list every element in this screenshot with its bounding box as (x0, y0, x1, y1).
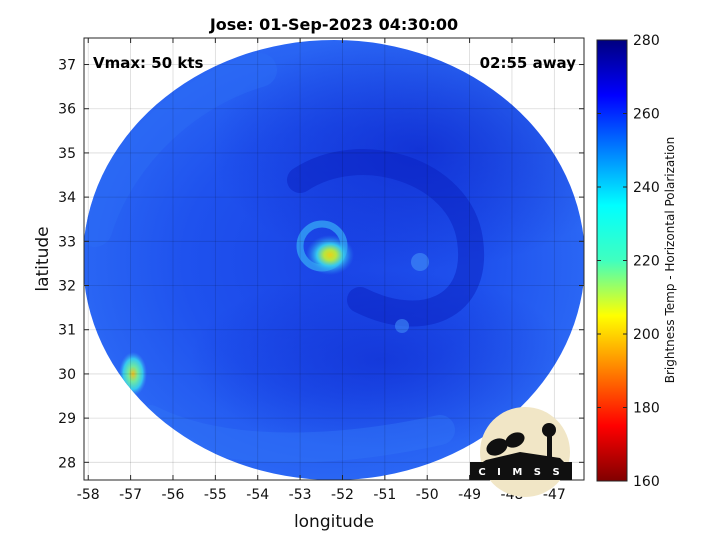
small-feature-2 (395, 319, 409, 333)
colorbar-gradient (596, 39, 628, 482)
y-tick-label: 37 (58, 58, 76, 74)
y-tick-label: 32 (58, 279, 76, 295)
spiral-band-south (190, 270, 570, 450)
vmax-annotation: Vmax: 50 kts (93, 54, 203, 72)
logo-tower (547, 436, 552, 460)
colorbar-tick-label: 220 (633, 254, 660, 270)
y-tick-label: 35 (58, 146, 76, 162)
x-tick-label: -51 (373, 487, 396, 503)
colorbar-tick-label: 200 (633, 327, 660, 343)
colorbar-tick-label: 260 (633, 107, 660, 123)
axes-frame (83, 37, 585, 481)
x-tick-label: -50 (416, 487, 439, 503)
y-tick-label: 28 (58, 455, 76, 471)
small-feature-1 (411, 253, 429, 271)
cimss-logo: C I M S S (470, 407, 572, 497)
colorbar-tick-label: 280 (633, 33, 660, 49)
y-axis: 28 29 30 31 32 33 34 35 36 37 (58, 58, 584, 471)
y-axis-label: latitude (33, 226, 53, 291)
x-tick-label: -47 (543, 487, 566, 503)
x-tick-label: -55 (204, 487, 227, 503)
y-tick-label: 34 (58, 190, 76, 206)
y-tick-label: 31 (58, 323, 76, 339)
spiral-arm-light (135, 405, 455, 463)
colorbar-tick-label: 180 (633, 401, 660, 417)
y-tick-label: 36 (58, 102, 76, 118)
logo-banner (470, 462, 572, 480)
y-tick-label: 33 (58, 234, 76, 250)
x-tick-label: -54 (246, 487, 269, 503)
colorbar: 160 180 200 220 240 260 280 Brightness Temp - … (596, 33, 677, 490)
grid (84, 38, 584, 480)
chart-title: Jose: 01-Sep-2023 04:30:00 (209, 15, 458, 34)
outer-band-light (84, 53, 277, 247)
colorbar-tick-label: 240 (633, 180, 660, 196)
logo-text: C I M S S (478, 467, 563, 478)
time-away-annotation: 02:55 away (480, 54, 577, 72)
y-tick-label: 30 (58, 367, 76, 383)
x-axis-label: longitude (294, 512, 374, 532)
logo-tower-tank (542, 423, 556, 437)
y-tick-label: 29 (58, 411, 76, 427)
storm-eye (306, 235, 354, 275)
logo-dish-1 (486, 438, 508, 456)
colorbar-tick-label: 160 (633, 474, 660, 490)
x-tick-label: -49 (458, 487, 481, 503)
x-tick-label: -56 (162, 487, 185, 503)
logo-dish-2 (505, 432, 525, 448)
x-axis: -58-57-56-55-54-53-52-51-50-49-48-47 (77, 38, 566, 503)
x-tick-label: -52 (331, 487, 354, 503)
colorbar-ticks: 160 180 200 220 240 260 280 (597, 33, 660, 490)
x-tick-label: -57 (119, 487, 142, 503)
spiral-arm (287, 149, 485, 327)
x-tick-label: -58 (77, 487, 100, 503)
x-tick-label: -53 (289, 487, 312, 503)
colorbar-label: Brightness Temp - Horizontal Polarizatio… (663, 137, 677, 384)
